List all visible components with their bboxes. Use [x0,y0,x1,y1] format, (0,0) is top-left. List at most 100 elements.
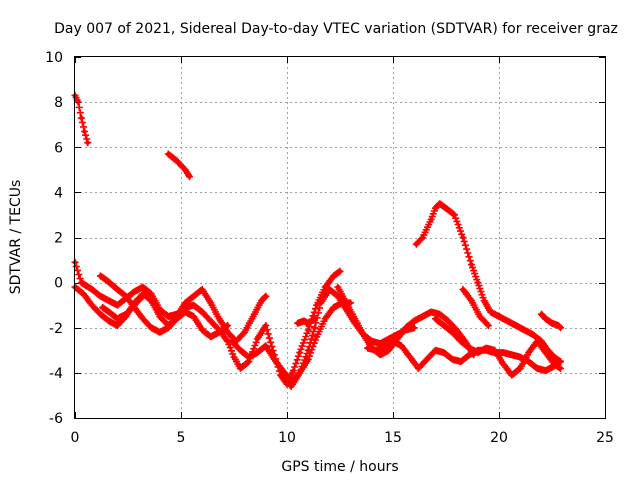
data-point [238,348,243,353]
data-point [539,312,544,317]
y-axis-label: SDTVAR / TECUs [8,180,24,295]
data-point [231,354,237,360]
data-point [382,343,387,348]
data-point [191,294,196,299]
data-point [518,366,523,371]
data-point [246,359,251,364]
data-point [174,316,179,321]
tick-labels: 0 5 10 15 20 25 -6 -4 -2 0 2 4 6 8 10 [45,50,614,446]
data-point [443,206,449,211]
data-point [187,174,192,179]
series-track-2 [164,150,193,181]
data-point [437,312,442,317]
data-point [263,343,268,348]
data-point [496,314,502,319]
y-tick-label: 0 [54,276,63,292]
y-tick-label: -4 [49,366,63,382]
x-axis-label: GPS time / hours [281,459,398,475]
data-point [526,350,531,355]
data-point [81,291,86,297]
data-point [100,305,105,310]
data-point [323,316,328,321]
data-point [365,345,370,351]
data-point [200,309,205,315]
data-point [399,343,404,348]
data-point [477,314,483,319]
data-point [225,330,230,335]
data-point [166,325,171,330]
data-point [246,354,251,360]
series-track-5 [96,272,232,341]
data-point [225,339,230,344]
data-point [475,280,480,285]
data-point [335,284,341,290]
data-point [272,357,277,362]
data-point [378,352,383,357]
y-tick-label: 10 [45,50,63,66]
data-point [344,300,349,306]
data-point [420,235,425,240]
data-point [407,354,413,360]
data-point [551,361,557,367]
data-point [414,242,419,247]
y-tick-label: 4 [54,185,63,201]
data-point [157,330,162,335]
data-point [543,368,548,373]
data-point [458,339,463,344]
data-point [149,291,154,297]
data-point [263,294,268,299]
data-point [297,370,302,376]
series-track-14 [459,285,492,329]
data-point [306,327,311,333]
data-point [437,201,442,206]
data-point [452,212,457,218]
data-point [301,318,307,324]
data-point [441,350,447,355]
data-point [297,350,302,355]
data-point [157,314,162,319]
data-point [85,140,90,145]
data-point [208,300,213,306]
data-point [441,323,447,328]
data-point [337,269,343,274]
data-point [98,294,103,299]
data-point [166,151,171,157]
data-point [558,325,563,330]
data-point [424,357,430,362]
data-point [522,327,527,333]
data-point [416,366,421,371]
data-point [174,158,179,163]
series-track-9 [294,315,319,327]
data-point [539,339,544,344]
data-point [200,327,205,333]
data-point [106,309,112,315]
data-point [526,359,531,364]
data-point [191,303,196,308]
data-point [488,309,493,315]
data-point [208,318,213,324]
data-point [373,348,379,353]
data-point [467,345,472,351]
data-point [166,314,171,319]
data-series [71,91,564,390]
data-point [331,273,336,279]
data-point [551,354,557,360]
data-point [82,129,87,134]
data-point [123,294,129,299]
data-point [132,289,137,294]
data-point [390,339,396,344]
data-point [420,314,425,319]
data-point [312,325,317,330]
data-point [403,325,408,330]
data-point [458,359,463,364]
data-point [263,323,268,328]
x-tick-label: 5 [177,430,186,446]
data-point [323,284,328,290]
data-point [217,316,222,321]
series-track-13 [412,200,545,345]
data-point [238,366,243,371]
data-point [469,298,474,303]
data-point [545,348,550,353]
data-point [289,384,294,389]
data-point [335,294,341,299]
